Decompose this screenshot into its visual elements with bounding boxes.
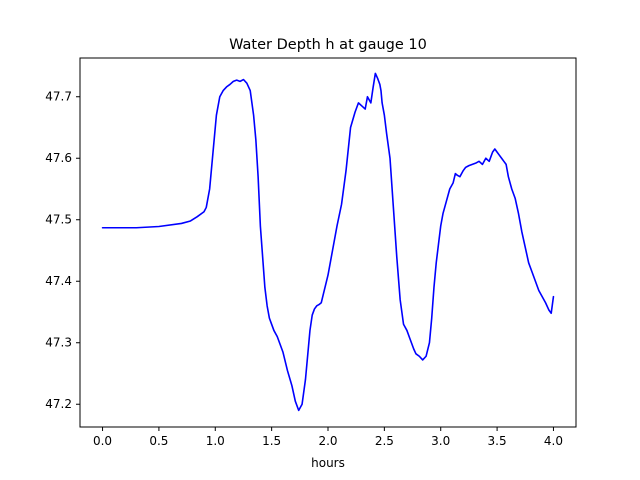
x-tick-label: 2.5 [375,434,394,448]
x-axis: 0.0 0.5 1.0 1.5 2.0 2.5 3.0 3.5 4.0 [93,427,563,448]
series-line [101,72,555,412]
y-tick-label: 47.7 [45,90,72,104]
x-tick-label: 1.5 [262,434,281,448]
x-tick-label: 3.5 [488,434,507,448]
y-tick-label: 47.3 [45,336,72,350]
x-axis-label: hours [311,456,345,470]
x-tick-label: 0.5 [149,434,168,448]
chart-title: Water Depth h at gauge 10 [229,37,427,53]
y-tick-label: 47.6 [45,151,72,165]
x-tick-label: 1.0 [206,434,225,448]
y-axis: 47.2 47.3 47.4 47.5 47.6 47.7 [45,90,80,411]
y-tick-label: 47.2 [45,397,72,411]
y-tick-label: 47.5 [45,213,72,227]
x-tick-label: 4.0 [544,434,563,448]
x-tick-label: 3.0 [431,434,450,448]
x-tick-label: 0.0 [93,434,112,448]
x-tick-label: 2.0 [318,434,337,448]
plot-area [101,72,555,412]
y-tick-label: 47.4 [45,274,72,288]
